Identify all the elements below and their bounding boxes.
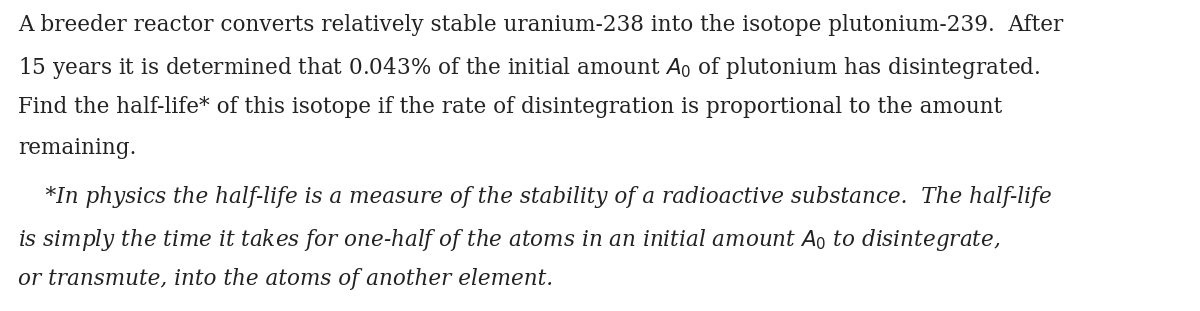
Text: is simply the time it takes for one-half of the atoms in an initial amount $A_0$: is simply the time it takes for one-half…: [18, 227, 1001, 253]
Text: or transmute, into the atoms of another element.: or transmute, into the atoms of another …: [18, 268, 553, 290]
Text: *In physics the half-life is a measure of the stability of a radioactive substan: *In physics the half-life is a measure o…: [18, 186, 1051, 208]
Text: remaining.: remaining.: [18, 137, 137, 159]
Text: 15 years it is determined that 0.043% of the initial amount $A_0$ of plutonium h: 15 years it is determined that 0.043% of…: [18, 55, 1040, 81]
Text: Find the half-life* of this isotope if the rate of disintegration is proportiona: Find the half-life* of this isotope if t…: [18, 96, 1002, 118]
Text: A breeder reactor converts relatively stable uranium-238 into the isotope pluton: A breeder reactor converts relatively st…: [18, 14, 1063, 36]
